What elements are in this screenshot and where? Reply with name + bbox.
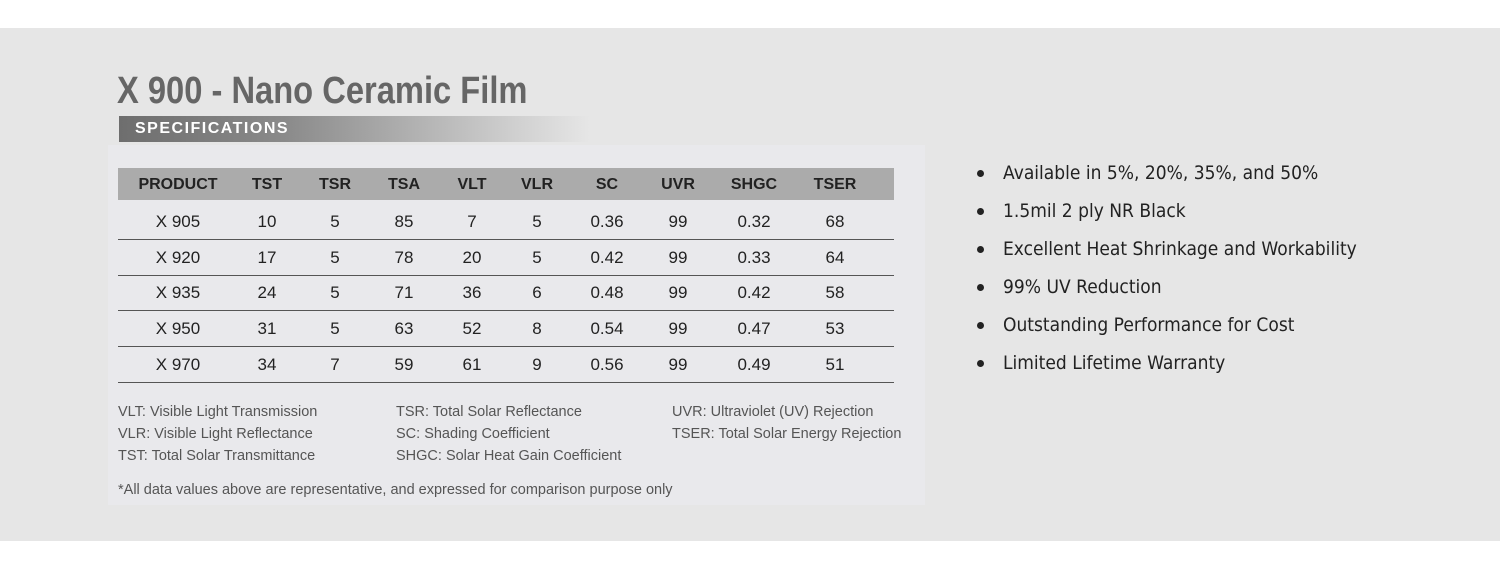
table-cell: 36: [462, 283, 482, 303]
table-cell: 63: [394, 319, 414, 339]
table-cell: 99: [668, 354, 688, 374]
table-cell: 99: [668, 212, 688, 231]
column-header: TSA: [388, 176, 420, 193]
product-name: X 935: [155, 283, 201, 303]
legend-entry: SC: Shading Coefficient: [396, 426, 550, 442]
bullet: [977, 170, 984, 177]
table-cell: 5: [532, 247, 542, 267]
table-cell: 5: [330, 212, 340, 231]
table-cell: 71: [394, 283, 414, 303]
table-cell: 52: [462, 319, 482, 339]
table-cell: 5: [330, 319, 340, 339]
column-header: VLR: [521, 176, 553, 193]
table-cell: 0.42: [737, 283, 771, 303]
table-cell: 7: [467, 212, 477, 231]
product-name: X 970: [155, 354, 201, 374]
feature-item: Outstanding Performance for Cost: [1003, 314, 1295, 336]
feature-item: 1.5mil 2 ply NR Black: [1003, 200, 1186, 222]
table-cell: 5: [532, 212, 542, 231]
table-cell: 58: [825, 283, 845, 303]
table-cell: 99: [668, 283, 688, 303]
table-cell: 99: [668, 319, 688, 339]
product-name: X 920: [155, 247, 201, 267]
legend-entry: SHGC: Solar Heat Gain Coefficient: [396, 448, 622, 464]
legend-entry: VLT: Visible Light Transmission: [118, 404, 318, 420]
feature-item: 99% UV Reduction: [1003, 276, 1162, 298]
column-header: TSR: [319, 176, 351, 193]
feature-item: Excellent Heat Shrinkage and Workability: [1003, 238, 1357, 260]
table-cell: 0.54: [590, 319, 624, 339]
table-cell: 20: [462, 247, 482, 267]
row-separator: [118, 310, 894, 312]
table-cell: 5: [330, 283, 340, 303]
column-header: VLT: [457, 176, 487, 193]
product-name: X 950: [155, 319, 201, 339]
column-header: PRODUCT: [138, 176, 218, 193]
column-header: SHGC: [730, 176, 778, 193]
table-cell: 10: [257, 212, 277, 231]
table-cell: 8: [532, 319, 542, 339]
table-cell: 0.47: [737, 319, 771, 339]
table-cell: 59: [394, 354, 414, 374]
table-cell: 0.33: [737, 247, 771, 267]
bullet: [977, 208, 984, 215]
bullet: [977, 322, 984, 329]
table-cell: 5: [330, 247, 340, 267]
title: X 900 - Nano Ceramic Film: [117, 70, 528, 112]
table-cell: 24: [257, 283, 277, 303]
table-cell: 99: [668, 247, 688, 267]
legend-entry: TSR: Total Solar Reflectance: [396, 404, 582, 420]
row-separator: [118, 381, 894, 383]
legend-entry: TSER: Total Solar Energy Rejection: [672, 426, 902, 442]
table-cell: 78: [394, 247, 414, 267]
table-cell: 34: [257, 354, 277, 374]
badge: SPECIFICATIONS: [119, 116, 590, 142]
table-cell: 53: [825, 319, 845, 339]
feature-item: Available in 5%, 20%, 35%, and 50%: [1003, 162, 1319, 184]
table-cell: 0.56: [590, 354, 624, 374]
table-cell: 85: [394, 212, 414, 231]
table-cell: 0.49: [737, 354, 771, 374]
badge-text: SPECIFICATIONS: [135, 120, 290, 137]
table-cell: 6: [532, 283, 542, 303]
footnote: *All data values above are representativ…: [118, 482, 673, 498]
table-cell: 0.42: [590, 247, 624, 267]
table-cell: 68: [825, 212, 845, 231]
column-header: UVR: [661, 176, 695, 193]
table-cell: 51: [825, 354, 845, 374]
bullet: [977, 360, 984, 367]
table-cell: 9: [532, 354, 542, 374]
row-separator: [118, 239, 894, 240]
bullet: [977, 284, 984, 291]
spec-panel: [108, 145, 925, 505]
table-cell: 64: [825, 247, 845, 267]
column-header: TST: [251, 176, 283, 193]
column-header: TSER: [813, 176, 857, 193]
legend-entry: TST: Total Solar Transmittance: [118, 448, 316, 464]
column-header: SC: [595, 176, 619, 193]
table-cell: 17: [257, 247, 277, 267]
table-cell: 31: [257, 319, 277, 339]
table-cell: 0.36: [590, 212, 624, 231]
table-cell: 7: [330, 354, 340, 374]
table-cell: 0.32: [737, 212, 771, 231]
product-name: X 905: [155, 212, 201, 231]
row-separator: [118, 346, 894, 348]
bullet: [977, 246, 984, 253]
row-separator: [118, 274, 894, 276]
table-cell: 61: [462, 354, 482, 374]
legend-entry: UVR: Ultraviolet (UV) Rejection: [672, 404, 874, 420]
legend-entry: VLR: Visible Light Reflectance: [118, 426, 313, 442]
table-header: [118, 168, 894, 200]
table-cell: 0.48: [590, 283, 624, 303]
feature-item: Limited Lifetime Warranty: [1003, 352, 1226, 374]
